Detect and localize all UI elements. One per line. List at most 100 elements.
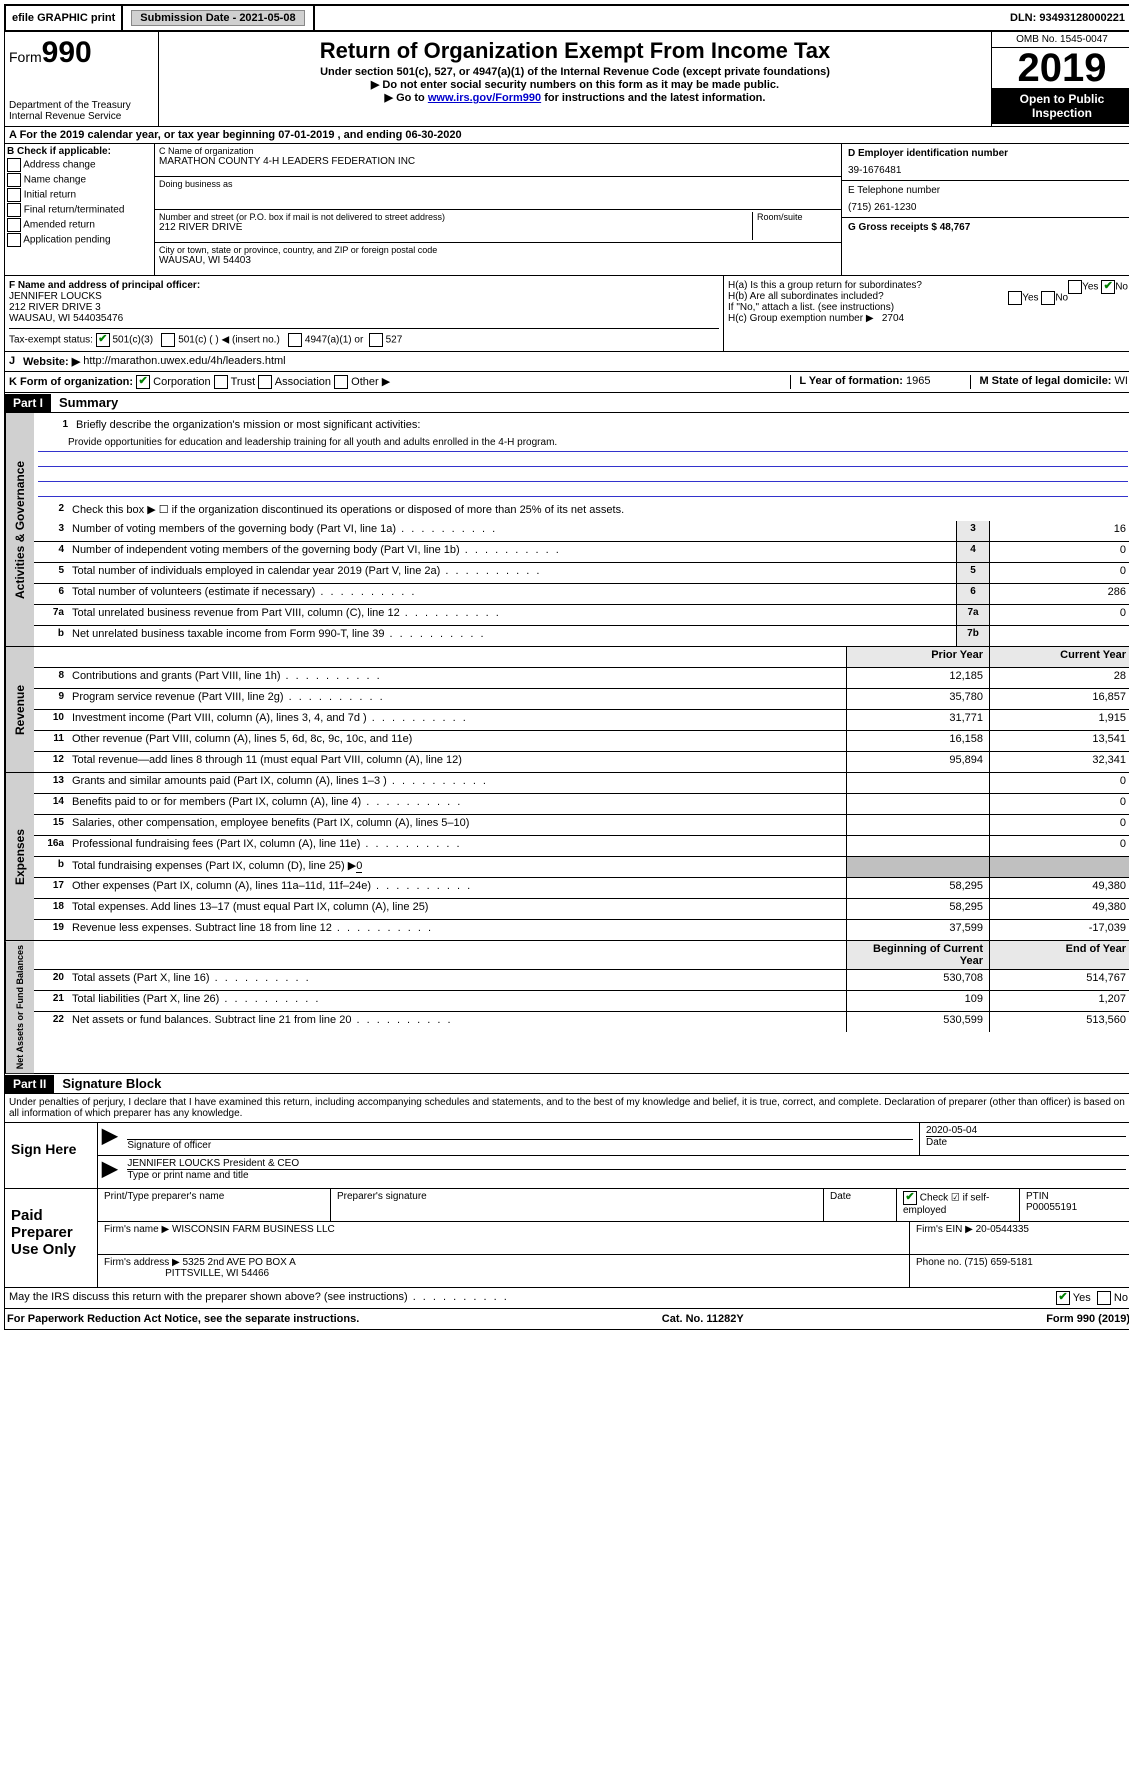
officer-addr2: WAUSAU, WI 544035476 (9, 313, 123, 324)
discuss-yes[interactable] (1056, 1291, 1070, 1305)
firm-ein: 20-0544335 (976, 1224, 1029, 1235)
hb-yes[interactable] (1008, 291, 1022, 305)
vtab-net: Net Assets or Fund Balances (5, 941, 34, 1073)
instructions-link[interactable]: www.irs.gov/Form990 (428, 92, 541, 104)
revenue-section: Revenue Prior YearCurrent Year 8Contribu… (4, 647, 1129, 773)
officer-name-title: JENNIFER LOUCKS President & CEO (127, 1158, 1126, 1170)
firm-ein-label: Firm's EIN ▶ (916, 1224, 973, 1235)
form-note1: ▶ Do not enter social security numbers o… (163, 78, 987, 91)
prep-name-label: Print/Type preparer's name (98, 1189, 331, 1221)
l-label: L Year of formation: (799, 375, 903, 387)
check-other[interactable] (334, 375, 348, 389)
check-4947[interactable] (288, 333, 302, 347)
line3-desc: Number of voting members of the governin… (68, 521, 956, 541)
form-note2: ▶ Go to www.irs.gov/Form990 for instruct… (163, 91, 987, 104)
line12-cy: 32,341 (989, 752, 1129, 772)
line22-desc: Net assets or fund balances. Subtract li… (68, 1012, 846, 1032)
efile-graphic: efile GRAPHIC print (6, 6, 123, 30)
check-501c3[interactable] (96, 333, 110, 347)
line19-desc: Revenue less expenses. Subtract line 18 … (68, 920, 846, 940)
tax-status-label: Tax-exempt status: (9, 335, 93, 346)
ha-no[interactable] (1101, 280, 1115, 294)
line17-cy: 49,380 (989, 878, 1129, 898)
phone-label: E Telephone number (848, 185, 940, 196)
check-pending[interactable]: Application pending (7, 233, 152, 247)
line9-cy: 16,857 (989, 689, 1129, 709)
line14-cy: 0 (989, 794, 1129, 814)
line9-py: 35,780 (846, 689, 989, 709)
perjury-text: Under penalties of perjury, I declare th… (4, 1094, 1129, 1123)
line4-desc: Number of independent voting members of … (68, 542, 956, 562)
officer-name: JENNIFER LOUCKS (9, 291, 102, 302)
line15-cy: 0 (989, 815, 1129, 835)
line15-py (846, 815, 989, 835)
arrow-icon: ▶ (98, 1123, 121, 1155)
prep-phone-label: Phone no. (916, 1257, 962, 1268)
line13-py (846, 773, 989, 793)
check-assoc[interactable] (258, 375, 272, 389)
line19-py: 37,599 (846, 920, 989, 940)
hb-no[interactable] (1041, 291, 1055, 305)
dln: DLN: 93493128000221 (1004, 6, 1129, 30)
discuss-no[interactable] (1097, 1291, 1111, 1305)
city-value: WAUSAU, WI 54403 (159, 255, 837, 266)
footer-left: For Paperwork Reduction Act Notice, see … (7, 1313, 359, 1325)
box-b: B Check if applicable: Address change Na… (5, 144, 155, 275)
line8-cy: 28 (989, 668, 1129, 688)
activities-governance: Activities & Governance 1Briefly describ… (4, 413, 1129, 647)
line6-desc: Total number of volunteers (estimate if … (68, 584, 956, 604)
end-hdr: End of Year (989, 941, 1129, 969)
hc-label: H(c) Group exemption number ▶ (728, 313, 874, 324)
check-name[interactable]: Name change (7, 173, 152, 187)
ha-label: H(a) Is this a group return for subordin… (728, 280, 922, 291)
firm-city: PITTSVILLE, WI 54466 (165, 1268, 269, 1279)
discuss-text: May the IRS discuss this return with the… (9, 1291, 1056, 1305)
line18-py: 58,295 (846, 899, 989, 919)
net-assets-section: Net Assets or Fund Balances Beginning of… (4, 941, 1129, 1074)
line20-cy: 514,767 (989, 970, 1129, 990)
phone-value: (715) 261-1230 (848, 202, 1126, 213)
firm-addr-label: Firm's address ▶ (104, 1257, 180, 1268)
org-name-label: C Name of organization (159, 146, 837, 156)
box-b-label: B Check if applicable: (7, 146, 111, 157)
line16a-desc: Professional fundraising fees (Part IX, … (68, 836, 846, 856)
footer-mid: Cat. No. 11282Y (662, 1313, 744, 1325)
part1-header: Part I Summary (4, 393, 1129, 413)
line17-py: 58,295 (846, 878, 989, 898)
header-right: OMB No. 1545-0047 2019 Open to Public In… (991, 32, 1129, 126)
line1-label: Briefly describe the organization's miss… (72, 417, 1128, 437)
dept-treasury: Department of the Treasury Internal Reve… (9, 100, 154, 122)
hb-label: H(b) Are all subordinates included? (728, 291, 884, 302)
check-527[interactable] (369, 333, 383, 347)
check-501c[interactable] (161, 333, 175, 347)
line11-desc: Other revenue (Part VIII, column (A), li… (68, 731, 846, 751)
row-a-period: A For the 2019 calendar year, or tax yea… (4, 127, 1129, 144)
k-label: K Form of organization: (9, 376, 133, 388)
line13-cy: 0 (989, 773, 1129, 793)
check-final[interactable]: Final return/terminated (7, 203, 152, 217)
line10-py: 31,771 (846, 710, 989, 730)
line16b-desc: Total fundraising expenses (Part IX, col… (68, 857, 846, 877)
prep-date-label: Date (824, 1189, 897, 1221)
check-addr[interactable]: Address change (7, 158, 152, 172)
addr-label: Number and street (or P.O. box if mail i… (159, 212, 752, 222)
ha-yes[interactable] (1068, 280, 1082, 294)
type-name-label: Type or print name and title (127, 1170, 1126, 1181)
vtab-revenue: Revenue (5, 647, 34, 772)
check-corp[interactable] (136, 375, 150, 389)
check-amended[interactable]: Amended return (7, 218, 152, 232)
check-initial[interactable]: Initial return (7, 188, 152, 202)
dba-label: Doing business as (159, 179, 837, 189)
tax-year: 2019 (992, 48, 1129, 88)
website-label: Website: ▶ (23, 355, 80, 368)
begin-hdr: Beginning of Current Year (846, 941, 989, 969)
city-label: City or town, state or province, country… (159, 245, 837, 255)
ein-value: 39-1676481 (848, 165, 1126, 176)
check-trust[interactable] (214, 375, 228, 389)
line14-py (846, 794, 989, 814)
footer-right: Form 990 (2019) (1046, 1313, 1129, 1325)
box-d: D Employer identification number 39-1676… (841, 144, 1129, 275)
line21-py: 109 (846, 991, 989, 1011)
paid-preparer-label: Paid Preparer Use Only (5, 1189, 97, 1287)
line20-desc: Total assets (Part X, line 16) (68, 970, 846, 990)
